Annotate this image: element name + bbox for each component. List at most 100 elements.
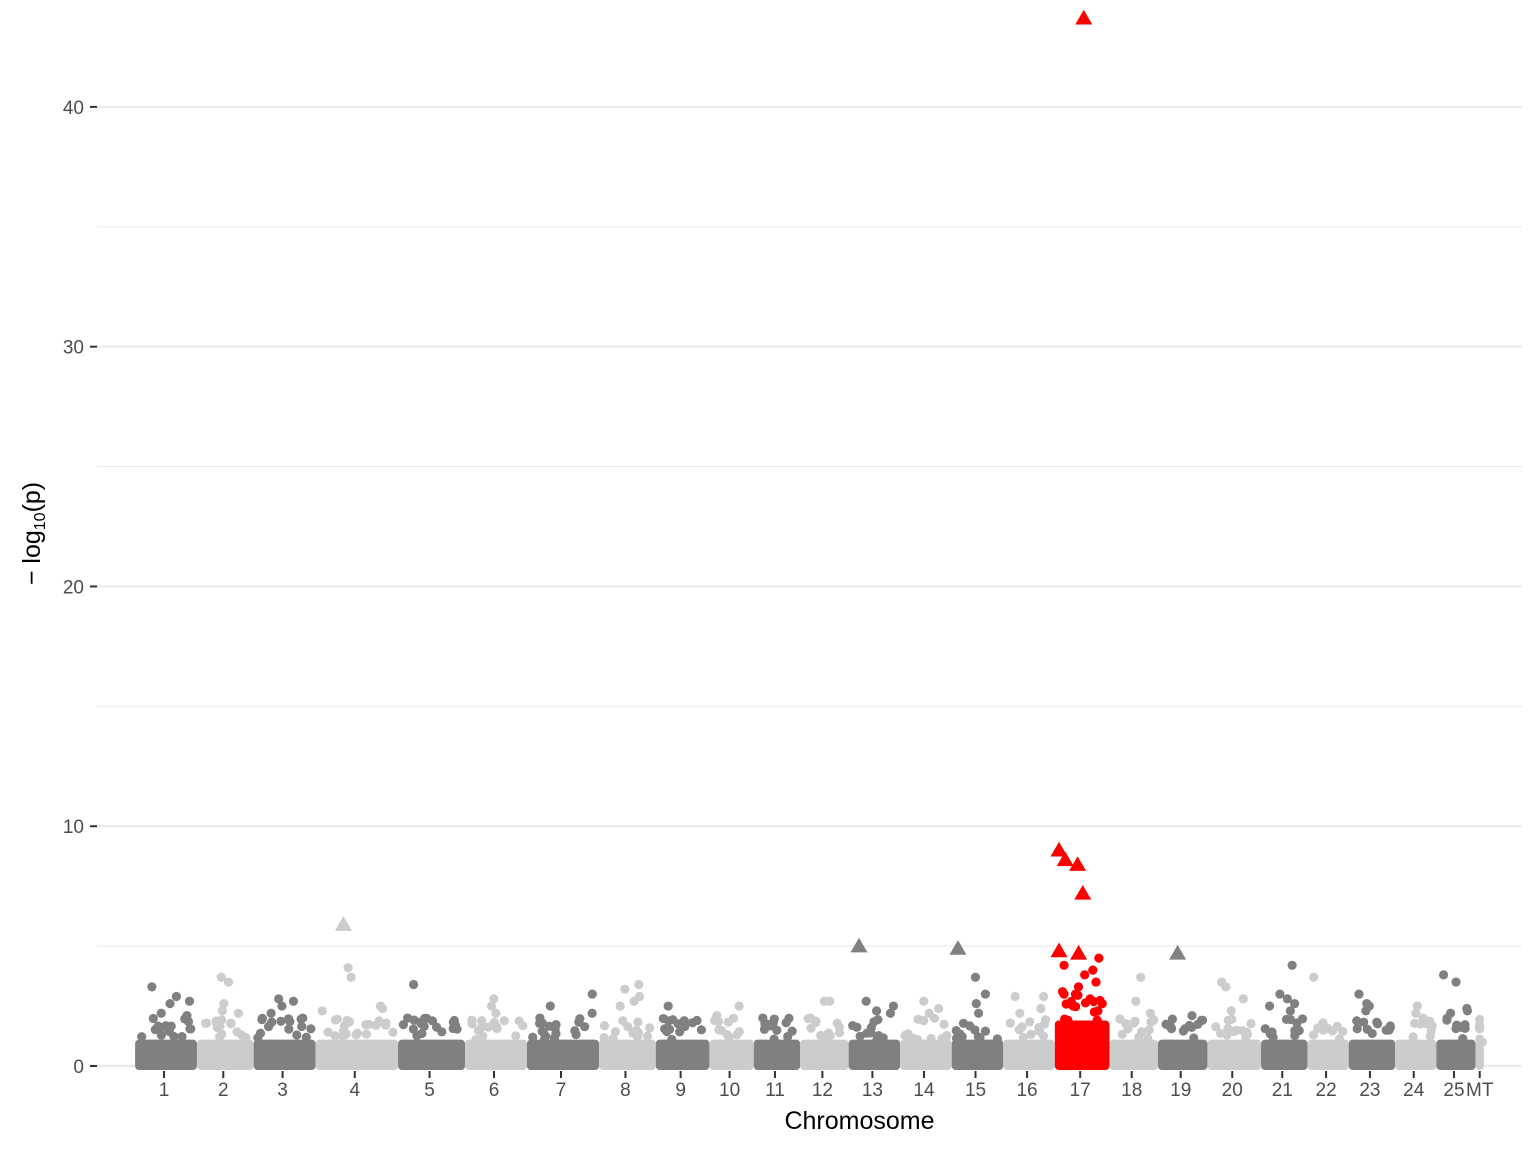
y-axis: 0 10 20 30 40 bbox=[63, 98, 97, 1078]
snp-point bbox=[781, 1018, 791, 1028]
snp-peak-point bbox=[805, 1013, 816, 1023]
snp-peak-point bbox=[1097, 999, 1107, 1009]
snp-peak-point bbox=[1057, 987, 1068, 997]
snp-point bbox=[1143, 1033, 1153, 1044]
chromosome-band-22 bbox=[1307, 1039, 1349, 1070]
snp-point bbox=[499, 1016, 509, 1026]
y-tick-label: 30 bbox=[63, 338, 84, 359]
snp-point bbox=[939, 1019, 949, 1029]
snp-point bbox=[211, 1016, 221, 1026]
snp-point bbox=[284, 1024, 294, 1034]
snp-peak-point bbox=[317, 1006, 327, 1016]
snp-peak-point bbox=[1318, 1018, 1328, 1028]
snp-peak-point bbox=[491, 1008, 501, 1018]
snp-point bbox=[361, 1029, 372, 1039]
snp-point bbox=[352, 1028, 363, 1038]
snp-point bbox=[1442, 1015, 1452, 1025]
chromosome-band-17 bbox=[1054, 1020, 1110, 1070]
snp-peak-point bbox=[888, 1001, 899, 1011]
snp-point bbox=[467, 1015, 477, 1025]
chromosome-band-13 bbox=[848, 1039, 901, 1070]
snp-point bbox=[330, 1031, 340, 1041]
snp-point bbox=[734, 1027, 744, 1037]
snp-peak-point bbox=[1036, 1003, 1046, 1014]
chromosome-band-9 bbox=[655, 1039, 710, 1070]
snp-point bbox=[283, 1014, 294, 1024]
y-axis-title-subscript: 10 bbox=[32, 512, 49, 530]
snp-point bbox=[1458, 1034, 1468, 1044]
snp-peak-point bbox=[1290, 999, 1300, 1009]
snp-point bbox=[344, 1017, 355, 1027]
snp-peak-point bbox=[216, 972, 226, 982]
snp-point bbox=[1328, 1026, 1338, 1036]
chromosome-band-14 bbox=[900, 1039, 952, 1070]
snp-peak-point bbox=[1226, 1006, 1236, 1016]
snp-point bbox=[599, 1021, 610, 1031]
snp-point bbox=[580, 1022, 590, 1032]
snp-peak-point bbox=[1275, 989, 1285, 999]
snp-point bbox=[371, 1020, 381, 1030]
snp-point bbox=[452, 1024, 462, 1034]
snp-point bbox=[816, 1030, 826, 1040]
snp-peak-point bbox=[266, 1008, 276, 1018]
snp-peak-point bbox=[1073, 982, 1084, 992]
snp-peak-point bbox=[1080, 970, 1090, 980]
snp-peak-point bbox=[1411, 1008, 1421, 1018]
snp-point bbox=[1227, 1014, 1237, 1024]
snp-point bbox=[1338, 1026, 1348, 1037]
snp-point bbox=[1034, 1026, 1044, 1036]
snp-point bbox=[201, 1018, 212, 1028]
snp-point bbox=[471, 1034, 481, 1045]
snp-point bbox=[723, 1017, 733, 1027]
chromosome-band-23 bbox=[1348, 1039, 1396, 1070]
significant-snp-triangle-chr17 bbox=[1074, 884, 1092, 900]
snp-point bbox=[1216, 1028, 1226, 1039]
snp-peak-point bbox=[1093, 1006, 1103, 1016]
snp-peak-point bbox=[1438, 970, 1449, 980]
x-tick-label-9: 9 bbox=[675, 1080, 686, 1101]
snp-point bbox=[1352, 1024, 1362, 1034]
significant-snp-triangle-chr13 bbox=[850, 937, 868, 953]
x-tick-label-18: 18 bbox=[1121, 1080, 1142, 1101]
snp-point bbox=[388, 1027, 398, 1037]
x-tick-label-15: 15 bbox=[965, 1080, 986, 1101]
snp-peak-point bbox=[486, 1001, 497, 1011]
snp-peak-point bbox=[1094, 953, 1104, 963]
snp-peak-point bbox=[1282, 994, 1292, 1004]
chromosome-band-21 bbox=[1261, 1039, 1308, 1070]
snp-peak-point bbox=[1354, 989, 1364, 999]
snp-peak-point bbox=[1287, 960, 1297, 970]
snp-point bbox=[483, 1022, 493, 1032]
snp-peak-point bbox=[156, 1008, 166, 1018]
chromosome-band-16 bbox=[1003, 1039, 1055, 1070]
snp-point bbox=[941, 1032, 951, 1043]
snp-point bbox=[528, 1032, 538, 1042]
snp-peak-point bbox=[147, 982, 157, 992]
chromosome-band-3 bbox=[253, 1039, 316, 1070]
x-tick-label-7: 7 bbox=[556, 1080, 567, 1101]
snp-point bbox=[1189, 1033, 1199, 1043]
chromosome-band-18 bbox=[1109, 1039, 1158, 1070]
snp-peak-point bbox=[692, 1015, 702, 1026]
snp-peak-point bbox=[217, 1006, 227, 1016]
snp-point bbox=[1267, 1027, 1277, 1037]
snp-point bbox=[1178, 1026, 1189, 1036]
snp-point bbox=[1292, 1018, 1302, 1028]
x-tick-label-5: 5 bbox=[424, 1080, 435, 1101]
snp-point bbox=[226, 1019, 236, 1029]
snp-point bbox=[832, 1018, 842, 1028]
snp-point bbox=[1146, 1017, 1156, 1027]
snp-peak-point bbox=[1187, 1011, 1197, 1021]
snp-point bbox=[1460, 1020, 1470, 1030]
x-tick-label-2: 2 bbox=[218, 1080, 229, 1101]
snp-point bbox=[623, 1022, 633, 1032]
snp-point bbox=[913, 1014, 923, 1024]
snp-peak-point bbox=[1196, 1015, 1206, 1026]
snp-point bbox=[1425, 1016, 1435, 1026]
snp-point bbox=[642, 1031, 653, 1041]
snp-point bbox=[1223, 1023, 1233, 1033]
snp-point bbox=[599, 1032, 609, 1043]
snp-point bbox=[306, 1024, 316, 1034]
snp-peak-point bbox=[277, 1001, 287, 1011]
